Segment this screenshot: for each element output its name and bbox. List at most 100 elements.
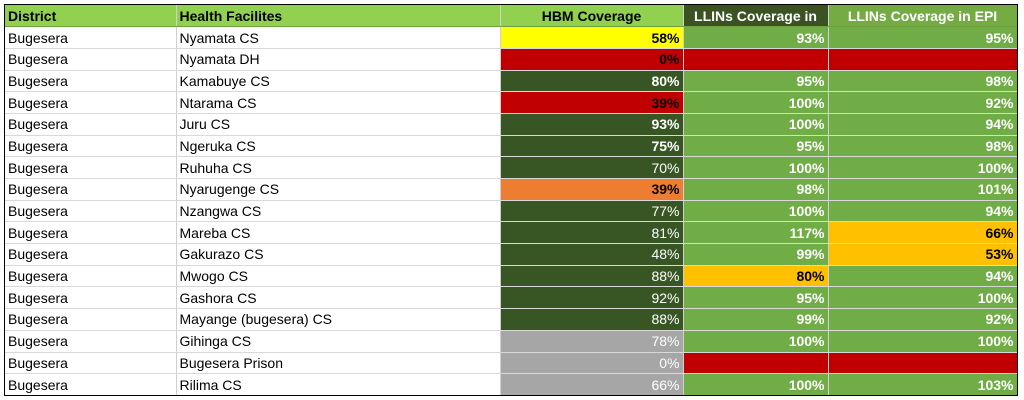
hbm-coverage-cell[interactable]: 39%: [500, 178, 684, 201]
facility-cell[interactable]: Ntarama CS: [176, 91, 501, 114]
district-cell[interactable]: Bugesera: [5, 352, 177, 375]
facility-cell[interactable]: Kamabuye CS: [176, 70, 501, 93]
hbm-coverage-cell[interactable]: 70%: [500, 156, 684, 179]
hbm-coverage-cell[interactable]: 88%: [500, 265, 684, 288]
hbm-coverage-cell[interactable]: 0%: [500, 352, 684, 375]
facility-cell[interactable]: Nyarugenge CS: [176, 178, 501, 201]
llins-coverage-cell[interactable]: [683, 352, 829, 375]
llins-epi-coverage-cell[interactable]: 100%: [828, 330, 1017, 353]
district-cell[interactable]: Bugesera: [5, 156, 177, 179]
llins-epi-coverage-cell[interactable]: 92%: [828, 91, 1017, 114]
header-row: District Health Facilites HBM Coverage L…: [5, 5, 1017, 28]
llins-epi-coverage-cell[interactable]: 94%: [828, 113, 1017, 136]
llins-coverage-cell[interactable]: 100%: [683, 156, 829, 179]
hbm-coverage-cell[interactable]: 39%: [500, 91, 684, 114]
llins-coverage-cell[interactable]: 95%: [683, 286, 829, 310]
table-row: Bugesera Mwogo CS 88% 80% 94%: [5, 265, 1017, 288]
facility-cell[interactable]: Nzangwa CS: [176, 200, 501, 223]
district-cell[interactable]: Bugesera: [5, 243, 177, 266]
facility-cell[interactable]: Mwogo CS: [176, 265, 501, 288]
district-cell[interactable]: Bugesera: [5, 373, 177, 395]
facility-cell[interactable]: Ngeruka CS: [176, 135, 501, 158]
district-cell[interactable]: Bugesera: [5, 135, 177, 158]
district-cell[interactable]: Bugesera: [5, 70, 177, 93]
hbm-coverage-cell[interactable]: 92%: [500, 286, 684, 310]
header-hbm-coverage[interactable]: HBM Coverage: [500, 5, 684, 28]
facility-cell[interactable]: Gashora CS: [176, 286, 501, 310]
llins-coverage-cell[interactable]: 117%: [683, 221, 829, 245]
facility-cell[interactable]: Mayange (bugesera) CS: [176, 308, 501, 331]
table-row: Bugesera Ngeruka CS 75% 95% 98%: [5, 135, 1017, 158]
llins-epi-coverage-cell[interactable]: 94%: [828, 265, 1017, 288]
llins-coverage-cell[interactable]: [683, 48, 829, 71]
district-cell[interactable]: Bugesera: [5, 178, 177, 201]
llins-coverage-cell[interactable]: 100%: [683, 113, 829, 136]
llins-epi-coverage-cell[interactable]: 100%: [828, 156, 1017, 179]
llins-coverage-cell[interactable]: 99%: [683, 243, 829, 266]
hbm-coverage-cell[interactable]: 93%: [500, 113, 684, 136]
llins-epi-coverage-cell[interactable]: 98%: [828, 70, 1017, 93]
district-cell[interactable]: Bugesera: [5, 221, 177, 245]
facility-cell[interactable]: Juru CS: [176, 113, 501, 136]
llins-epi-coverage-cell[interactable]: [828, 352, 1017, 375]
llins-coverage-cell[interactable]: 100%: [683, 373, 829, 395]
facility-cell[interactable]: Gakurazo CS: [176, 243, 501, 266]
llins-epi-coverage-cell[interactable]: 94%: [828, 200, 1017, 223]
facility-cell[interactable]: Nyamata CS: [176, 26, 501, 49]
table-row: Bugesera Nzangwa CS 77% 100% 94%: [5, 200, 1017, 223]
district-cell[interactable]: Bugesera: [5, 26, 177, 49]
district-cell[interactable]: Bugesera: [5, 330, 177, 353]
hbm-coverage-cell[interactable]: 0%: [500, 48, 684, 71]
llins-epi-coverage-cell[interactable]: 53%: [828, 243, 1017, 266]
hbm-coverage-cell[interactable]: 66%: [500, 373, 684, 395]
llins-coverage-cell[interactable]: 100%: [683, 330, 829, 353]
hbm-coverage-cell[interactable]: 88%: [500, 308, 684, 331]
district-cell[interactable]: Bugesera: [5, 286, 177, 310]
llins-epi-coverage-cell[interactable]: 92%: [828, 308, 1017, 331]
district-cell[interactable]: Bugesera: [5, 308, 177, 331]
coverage-sheet: District Health Facilites HBM Coverage L…: [4, 4, 1018, 396]
hbm-coverage-cell[interactable]: 48%: [500, 243, 684, 266]
hbm-coverage-cell[interactable]: 81%: [500, 221, 684, 245]
table-row: Bugesera Mayange (bugesera) CS 88% 99% 92%: [5, 308, 1017, 331]
district-cell[interactable]: Bugesera: [5, 200, 177, 223]
llins-coverage-cell[interactable]: 93%: [683, 26, 829, 49]
llins-coverage-cell[interactable]: 99%: [683, 308, 829, 331]
district-cell[interactable]: Bugesera: [5, 113, 177, 136]
hbm-coverage-cell[interactable]: 58%: [500, 26, 684, 49]
facility-cell[interactable]: Mareba CS: [176, 221, 501, 245]
facility-cell[interactable]: Gihinga CS: [176, 330, 501, 353]
header-health-facilities[interactable]: Health Facilites: [176, 5, 501, 28]
llins-epi-coverage-cell[interactable]: 66%: [828, 221, 1017, 245]
hbm-coverage-cell[interactable]: 80%: [500, 70, 684, 93]
table-row: Bugesera Mareba CS 81% 117% 66%: [5, 221, 1017, 245]
facility-cell[interactable]: Bugesera Prison: [176, 352, 501, 375]
llins-coverage-cell[interactable]: 100%: [683, 200, 829, 223]
table-row: Bugesera Gashora CS 92% 95% 100%: [5, 286, 1017, 310]
hbm-coverage-cell[interactable]: 77%: [500, 200, 684, 223]
header-llins-coverage-epi[interactable]: LLINs Coverage in EPI: [828, 5, 1017, 28]
llins-coverage-cell[interactable]: 98%: [683, 178, 829, 201]
llins-coverage-cell[interactable]: 95%: [683, 135, 829, 158]
hbm-coverage-cell[interactable]: 75%: [500, 135, 684, 158]
header-llins-coverage[interactable]: LLINs Coverage in: [683, 5, 829, 28]
hbm-coverage-cell[interactable]: 78%: [500, 330, 684, 353]
llins-coverage-cell[interactable]: 80%: [683, 265, 829, 288]
llins-epi-coverage-cell[interactable]: [828, 48, 1017, 71]
llins-epi-coverage-cell[interactable]: 100%: [828, 286, 1017, 310]
district-cell[interactable]: Bugesera: [5, 48, 177, 71]
district-cell[interactable]: Bugesera: [5, 91, 177, 114]
llins-epi-coverage-cell[interactable]: 98%: [828, 135, 1017, 158]
table-row: Bugesera Ruhuha CS 70% 100% 100%: [5, 156, 1017, 179]
district-cell[interactable]: Bugesera: [5, 265, 177, 288]
header-district[interactable]: District: [5, 5, 177, 28]
llins-epi-coverage-cell[interactable]: 95%: [828, 26, 1017, 49]
facility-cell[interactable]: Ruhuha CS: [176, 156, 501, 179]
llins-epi-coverage-cell[interactable]: 101%: [828, 178, 1017, 201]
llins-coverage-cell[interactable]: 100%: [683, 91, 829, 114]
facility-cell[interactable]: Rilima CS: [176, 373, 501, 395]
facility-cell[interactable]: Nyamata DH: [176, 48, 501, 71]
llins-coverage-cell[interactable]: 95%: [683, 70, 829, 93]
table-row: Bugesera Nyamata DH 0%: [5, 48, 1017, 71]
llins-epi-coverage-cell[interactable]: 103%: [828, 373, 1017, 395]
